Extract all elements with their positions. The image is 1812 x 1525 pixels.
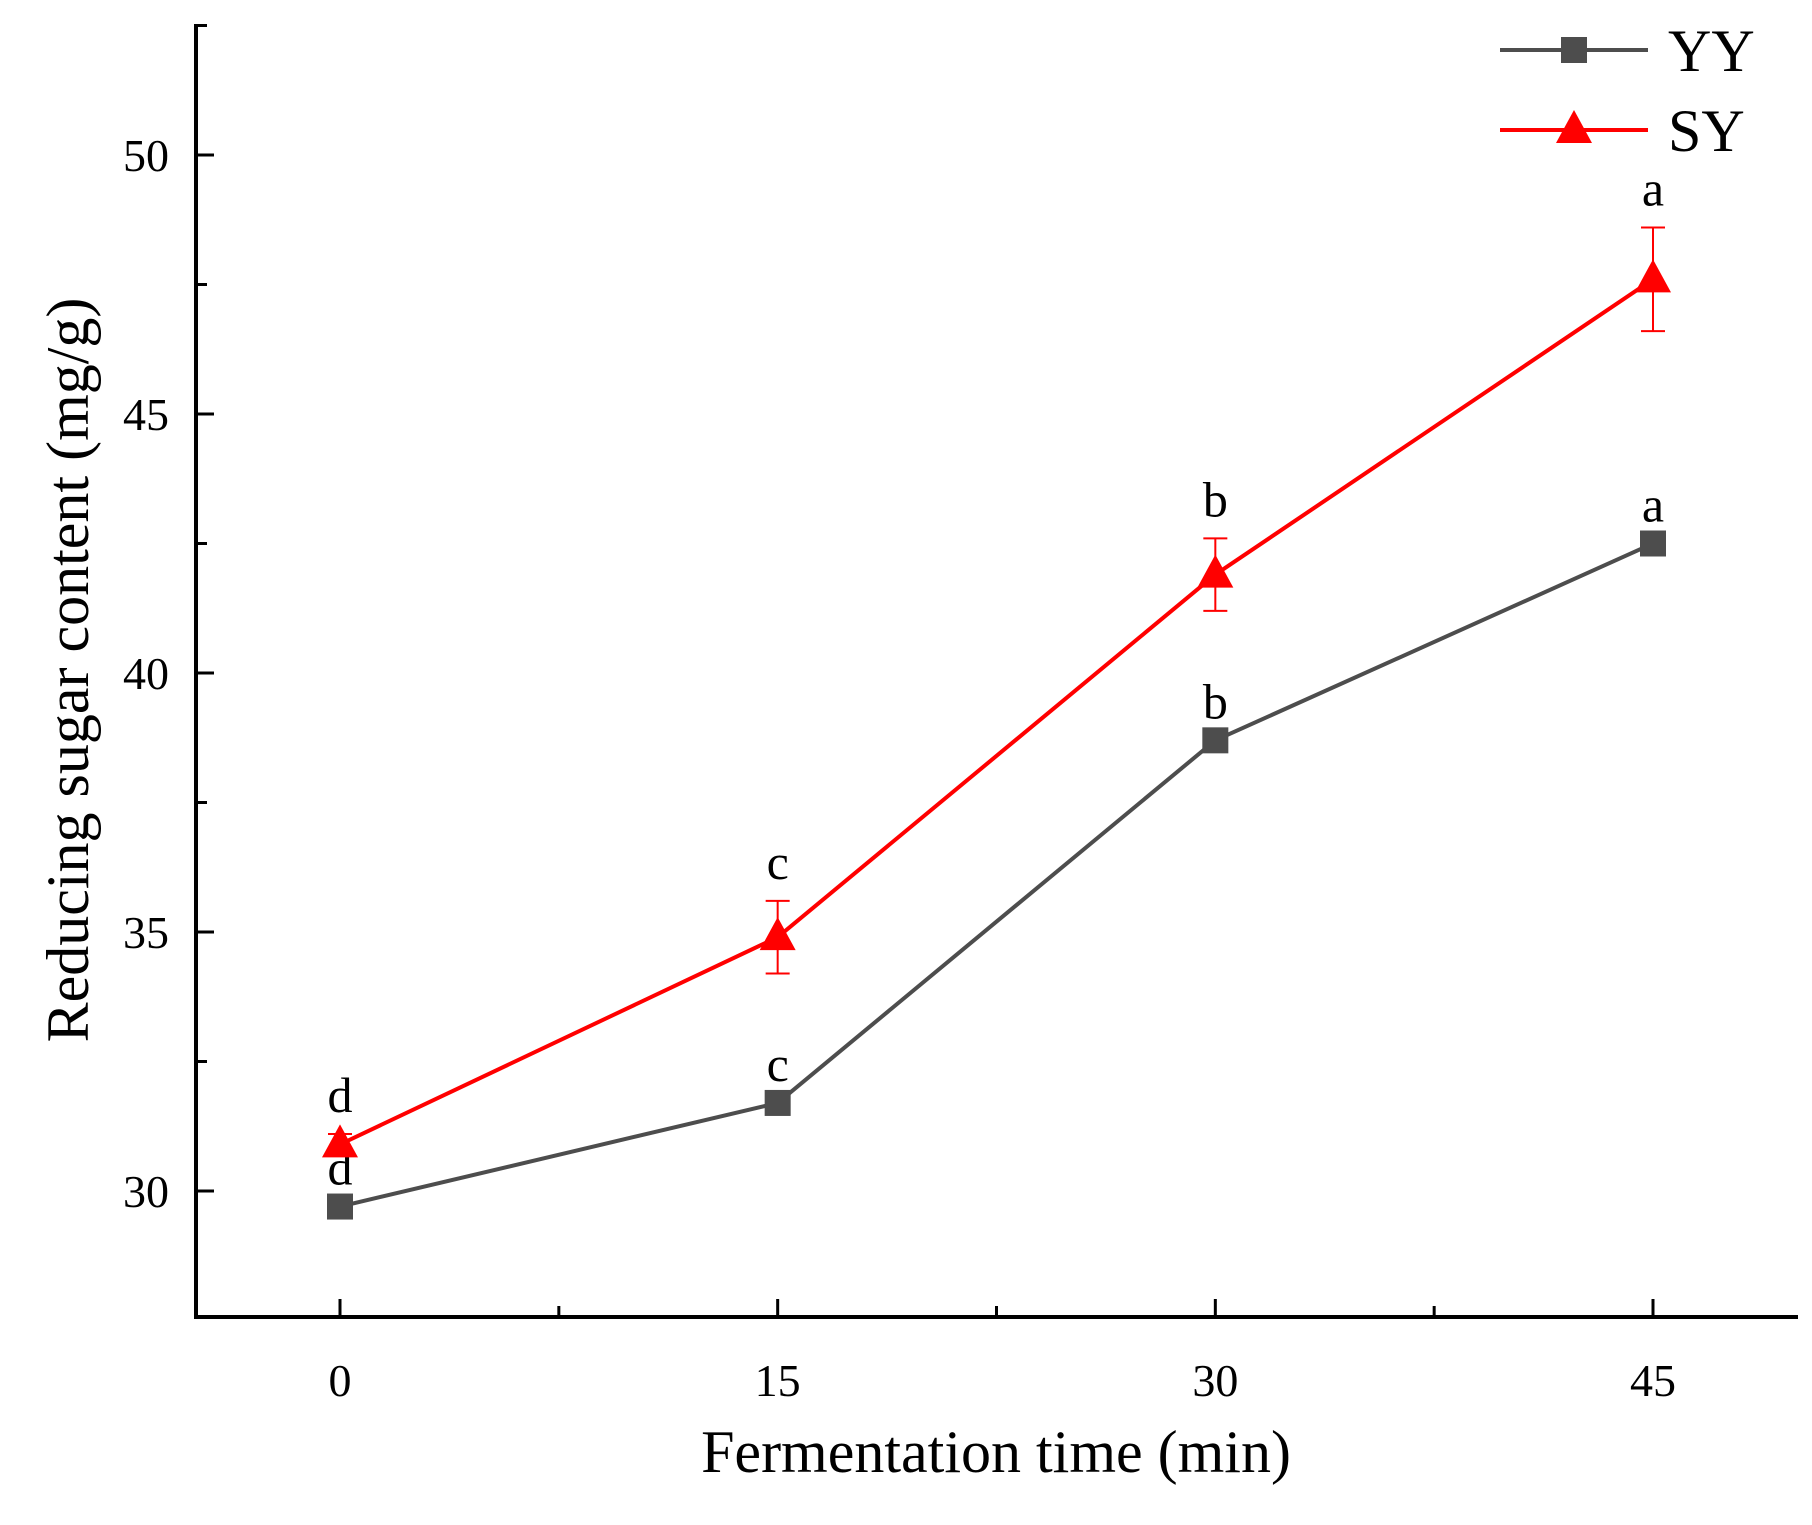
series-sy: d c b a — [322, 161, 1671, 1158]
y-tick-label: 40 — [123, 648, 169, 699]
legend-label-yy: YY — [1668, 18, 1755, 84]
y-tick-label: 30 — [123, 1166, 169, 1217]
y-tick-label: 45 — [123, 389, 169, 440]
data-point — [322, 1124, 358, 1158]
series-line — [339, 541, 1654, 1209]
y-ticks: 30 35 40 45 50 — [123, 24, 214, 1217]
significance-label: a — [1642, 477, 1664, 533]
legend-label-sy: SY — [1668, 98, 1745, 164]
x-ticks: 0 15 30 45 — [329, 1299, 1676, 1406]
y-axis-title: Reducing sugar content (mg/g) — [35, 298, 101, 1043]
x-tick-label: 45 — [1630, 1355, 1676, 1406]
significance-label: d — [328, 1067, 353, 1123]
x-tick-label: 30 — [1192, 1355, 1238, 1406]
significance-label: a — [1642, 161, 1664, 217]
legend: YY SY — [1500, 18, 1755, 164]
significance-label: b — [1203, 673, 1228, 729]
x-tick-label: 0 — [329, 1355, 352, 1406]
data-point — [764, 1089, 791, 1116]
legend-marker-yy — [1561, 37, 1587, 63]
data-point — [327, 1193, 353, 1220]
significance-label: c — [767, 1036, 789, 1092]
y-tick-label: 50 — [123, 130, 169, 181]
x-tick-label: 15 — [755, 1355, 801, 1406]
series-line — [339, 277, 1655, 1147]
data-point — [1202, 727, 1229, 754]
data-point — [1640, 530, 1666, 557]
x-axis-title: Fermentation time (min) — [701, 1419, 1291, 1485]
series-yy: d c b a — [327, 477, 1666, 1220]
y-tick-label: 35 — [123, 907, 169, 958]
significance-label: b — [1203, 471, 1228, 527]
legend-marker-sy — [1556, 110, 1592, 143]
data-point — [759, 917, 796, 951]
data-point — [1635, 259, 1671, 293]
data-point — [1197, 554, 1234, 588]
significance-label: c — [767, 834, 789, 890]
